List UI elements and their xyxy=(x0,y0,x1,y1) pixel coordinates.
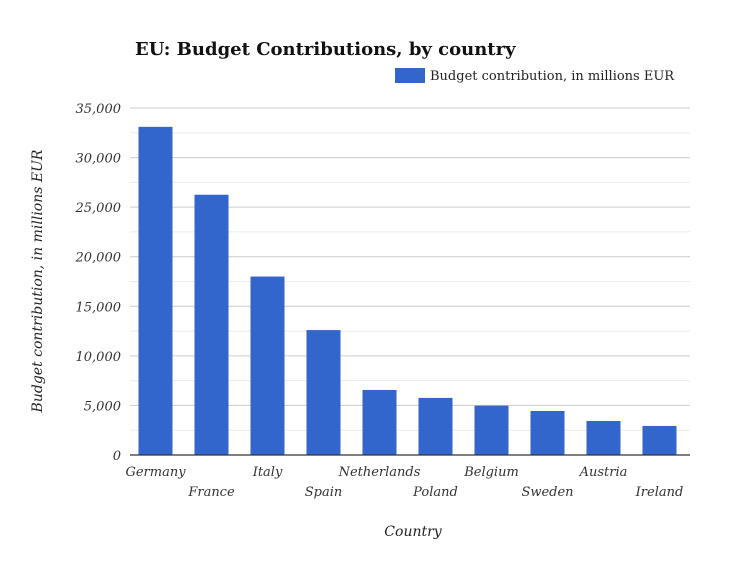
y-tick-label: 5,000 xyxy=(84,399,121,414)
y-tick-label: 35,000 xyxy=(76,102,122,117)
bar-germany xyxy=(138,126,173,455)
bar-france xyxy=(194,194,229,455)
y-axis-ticks: 0 5,000 10,000 15,000 20,000 25,000 30,000 35,0… xyxy=(75,102,122,464)
legend-swatch xyxy=(395,68,425,83)
chart-title: EU: Budget Contributions, by country xyxy=(135,39,516,60)
x-tick-label: Austria xyxy=(579,465,628,480)
bars xyxy=(138,126,677,455)
legend-label: Budget contribution, in millions EUR xyxy=(430,69,675,84)
x-tick-label: Italy xyxy=(252,465,283,480)
y-tick-label: 25,000 xyxy=(75,201,122,216)
bar-belgium xyxy=(474,405,509,455)
bar-italy xyxy=(250,276,285,455)
bar-sweden xyxy=(530,410,565,455)
legend: Budget contribution, in millions EUR xyxy=(395,68,675,84)
y-tick-label: 15,000 xyxy=(76,300,122,315)
x-tick-label: Sweden xyxy=(521,485,573,500)
x-tick-label: Belgium xyxy=(463,465,519,480)
y-tick-label: 30,000 xyxy=(76,152,122,167)
y-axis-label: Budget contribution, in millions EUR xyxy=(30,149,46,413)
y-tick-label: 10,000 xyxy=(76,350,122,365)
x-tick-label: Germany xyxy=(125,465,186,480)
x-axis-label: Country xyxy=(384,524,442,540)
bar-ireland xyxy=(642,425,677,455)
x-tick-label: France xyxy=(187,485,235,500)
x-tick-label: Poland xyxy=(412,485,458,500)
x-tick-label: Spain xyxy=(305,485,343,500)
x-tick-label: Netherlands xyxy=(338,465,421,480)
x-tick-label: Ireland xyxy=(635,485,684,500)
bar-netherlands xyxy=(362,389,397,455)
bar-spain xyxy=(306,330,341,455)
bar-poland xyxy=(418,397,453,455)
y-tick-label: 0 xyxy=(113,449,121,464)
y-tick-label: 20,000 xyxy=(75,251,122,266)
bar-austria xyxy=(586,420,621,455)
